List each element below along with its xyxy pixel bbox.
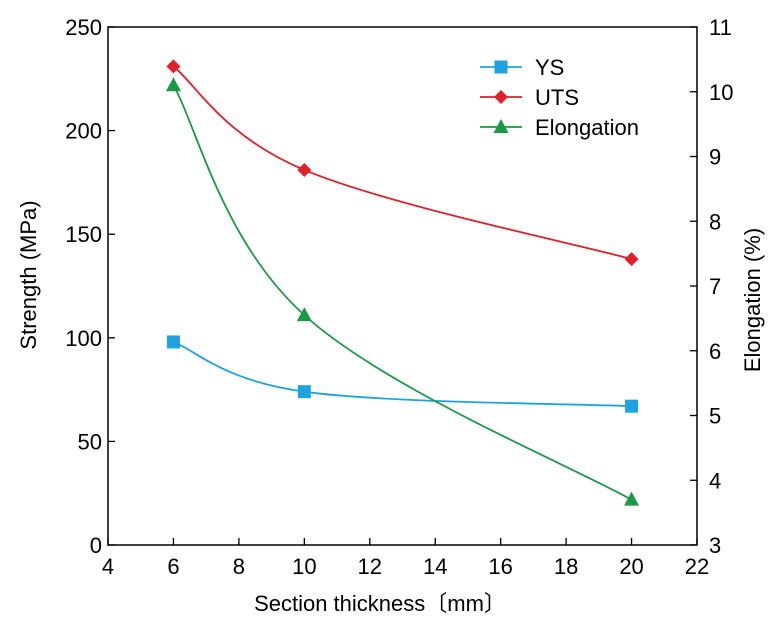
y2-tick-label: 3	[709, 533, 721, 558]
x-tick-label: 8	[233, 554, 245, 579]
y2-tick-label: 4	[709, 468, 721, 493]
y-tick-label: 0	[90, 533, 102, 558]
legend-label-ys: YS	[535, 55, 564, 80]
x-tick-label: 18	[554, 554, 578, 579]
y2-tick-label: 8	[709, 209, 721, 234]
y-tick-label: 150	[65, 222, 102, 247]
legend-marker-ys	[494, 60, 508, 74]
y2-tick-label: 6	[709, 339, 721, 364]
elongation-point	[165, 77, 181, 92]
y2-tick-label: 9	[709, 145, 721, 170]
ys-point	[625, 399, 639, 413]
y2-tick-label: 11	[709, 15, 732, 40]
uts-point	[297, 162, 312, 177]
y-tick-label: 250	[65, 15, 102, 40]
legend: YS UTS Elongation	[480, 55, 639, 140]
legend-marker-uts	[494, 90, 508, 104]
legend-marker-elongation	[493, 119, 509, 133]
y2-tick-label: 7	[709, 274, 721, 299]
elongation-line	[172, 84, 632, 501]
x-tick-label: 12	[358, 554, 382, 579]
ys-point	[297, 385, 311, 399]
ys-line	[173, 341, 632, 408]
elongation-point	[296, 307, 312, 322]
x-tick-label: 6	[167, 554, 179, 579]
y-tick-label: 200	[65, 119, 102, 144]
elongation-point	[624, 491, 640, 506]
uts-point	[624, 252, 639, 267]
y2-axis-label: Elongation (%)	[740, 228, 765, 372]
y-tick-label: 100	[65, 326, 102, 351]
legend-label-elongation: Elongation	[535, 115, 639, 140]
x-tick-label: 10	[292, 554, 316, 579]
x-axis-label: Section thickness〔mm〕	[254, 591, 506, 616]
y2-tick-label: 10	[709, 80, 733, 105]
x-tick-label: 14	[423, 554, 447, 579]
x-tick-label: 20	[619, 554, 643, 579]
legend-label-uts: UTS	[535, 85, 579, 110]
x-tick-label: 22	[685, 554, 709, 579]
x-tick-label: 4	[102, 554, 114, 579]
y-axis-label: Strength (MPa)	[16, 200, 41, 349]
y-tick-label: 50	[78, 429, 102, 454]
uts-line	[172, 65, 632, 260]
x-tick-label: 16	[488, 554, 512, 579]
plot-frame	[107, 26, 698, 546]
y2-tick-label: 5	[709, 404, 721, 429]
uts-point	[166, 59, 181, 74]
ys-point	[166, 335, 180, 349]
